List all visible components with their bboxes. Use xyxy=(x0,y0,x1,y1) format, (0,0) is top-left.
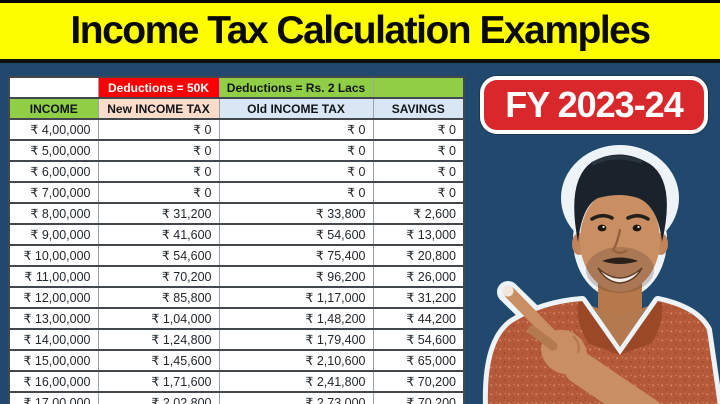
presenter-hair xyxy=(574,154,667,242)
deductions-old-header: Deductions = Rs. 2 Lacs xyxy=(218,76,374,99)
old-tax-cell: ₹ 0 xyxy=(218,160,374,183)
table-row: ₹ 8,00,000 ₹ 31,200 ₹ 33,800 ₹ 2,600 xyxy=(8,202,465,225)
new-tax-column-header: New INCOME TAX xyxy=(97,97,220,120)
old-tax-cell: ₹ 0 xyxy=(218,181,374,204)
savings-cell: ₹ 0 xyxy=(372,181,465,204)
income-cell: ₹ 17,00,000 xyxy=(8,391,99,404)
new-tax-cell: ₹ 0 xyxy=(97,118,220,141)
new-tax-cell: ₹ 1,71,600 xyxy=(97,370,220,393)
income-cell: ₹ 8,00,000 xyxy=(8,202,99,225)
savings-cell: ₹ 65,000 xyxy=(372,349,465,372)
fy-badge: FY 2023-24 xyxy=(480,76,708,134)
new-tax-cell: ₹ 54,600 xyxy=(97,244,220,267)
new-tax-cell: ₹ 2,02,800 xyxy=(97,391,220,404)
old-tax-cell: ₹ 1,17,000 xyxy=(218,286,374,309)
old-tax-cell: ₹ 0 xyxy=(218,139,374,162)
income-cell: ₹ 14,00,000 xyxy=(8,328,99,351)
savings-cell: ₹ 70,200 xyxy=(372,391,465,404)
new-tax-cell: ₹ 85,800 xyxy=(97,286,220,309)
main-area: Deductions = 50K Deductions = Rs. 2 Lacs… xyxy=(0,63,720,404)
deductions-new-header: Deductions = 50K xyxy=(97,76,220,99)
new-tax-cell: ₹ 1,24,800 xyxy=(97,328,220,351)
table-row: ₹ 13,00,000 ₹ 1,04,000 ₹ 1,48,200 ₹ 44,200 xyxy=(8,307,465,330)
table-row: ₹ 15,00,000 ₹ 1,45,600 ₹ 2,10,600 ₹ 65,000 xyxy=(8,349,465,372)
income-cell: ₹ 6,00,000 xyxy=(8,160,99,183)
income-cell: ₹ 4,00,000 xyxy=(8,118,99,141)
table-header: Deductions = 50K Deductions = Rs. 2 Lacs… xyxy=(8,76,465,120)
new-tax-cell: ₹ 41,600 xyxy=(97,223,220,246)
old-tax-column-header: Old INCOME TAX xyxy=(218,97,374,120)
savings-cell: ₹ 0 xyxy=(372,139,465,162)
savings-cell: ₹ 31,200 xyxy=(372,286,465,309)
savings-cell: ₹ 0 xyxy=(372,160,465,183)
table-row: ₹ 16,00,000 ₹ 1,71,600 ₹ 2,41,800 ₹ 70,200 xyxy=(8,370,465,393)
income-cell: ₹ 5,00,000 xyxy=(8,139,99,162)
savings-column-header: SAVINGS xyxy=(372,97,465,120)
table-row: ₹ 17,00,000 ₹ 2,02,800 ₹ 2,73,000 ₹ 70,200 xyxy=(8,391,465,404)
table-row: ₹ 10,00,000 ₹ 54,600 ₹ 75,400 ₹ 20,800 xyxy=(8,244,465,267)
old-tax-cell: ₹ 33,800 xyxy=(218,202,374,225)
new-tax-cell: ₹ 0 xyxy=(97,139,220,162)
income-cell: ₹ 12,00,000 xyxy=(8,286,99,309)
income-cell: ₹ 15,00,000 xyxy=(8,349,99,372)
savings-cell: ₹ 26,000 xyxy=(372,265,465,288)
old-tax-cell: ₹ 75,400 xyxy=(218,244,374,267)
savings-cell: ₹ 54,600 xyxy=(372,328,465,351)
old-tax-cell: ₹ 1,79,400 xyxy=(218,328,374,351)
presenter-face xyxy=(580,188,660,293)
new-tax-cell: ₹ 70,200 xyxy=(97,265,220,288)
new-tax-cell: ₹ 0 xyxy=(97,181,220,204)
blank-cell xyxy=(8,76,99,99)
new-tax-cell: ₹ 1,45,600 xyxy=(97,349,220,372)
table-row: ₹ 7,00,000 ₹ 0 ₹ 0 ₹ 0 xyxy=(8,181,465,204)
top-border xyxy=(0,0,720,3)
old-tax-cell: ₹ 2,41,800 xyxy=(218,370,374,393)
old-tax-cell: ₹ 96,200 xyxy=(218,265,374,288)
column-header-row: INCOME New INCOME TAX Old INCOME TAX SAV… xyxy=(8,97,465,120)
page-title: Income Tax Calculation Examples xyxy=(70,9,651,52)
savings-cell: ₹ 70,200 xyxy=(372,370,465,393)
table-row: ₹ 6,00,000 ₹ 0 ₹ 0 ₹ 0 xyxy=(8,160,465,183)
income-cell: ₹ 7,00,000 xyxy=(8,181,99,204)
old-tax-cell: ₹ 54,600 xyxy=(218,223,374,246)
new-tax-cell: ₹ 0 xyxy=(97,160,220,183)
deductions-row: Deductions = 50K Deductions = Rs. 2 Lacs xyxy=(8,76,465,99)
savings-cell: ₹ 20,800 xyxy=(372,244,465,267)
new-tax-cell: ₹ 31,200 xyxy=(97,202,220,225)
savings-cell: ₹ 44,200 xyxy=(372,307,465,330)
income-column-header: INCOME xyxy=(8,97,99,120)
presenter-image xyxy=(482,145,720,404)
old-tax-cell: ₹ 2,73,000 xyxy=(218,391,374,404)
title-bar: Income Tax Calculation Examples xyxy=(0,3,720,63)
savings-cell: ₹ 2,600 xyxy=(372,202,465,225)
old-tax-cell: ₹ 1,48,200 xyxy=(218,307,374,330)
income-cell: ₹ 9,00,000 xyxy=(8,223,99,246)
table-row: ₹ 12,00,000 ₹ 85,800 ₹ 1,17,000 ₹ 31,200 xyxy=(8,286,465,309)
savings-cell: ₹ 13,000 xyxy=(372,223,465,246)
table-row: ₹ 9,00,000 ₹ 41,600 ₹ 54,600 ₹ 13,000 xyxy=(8,223,465,246)
table-row: ₹ 4,00,000 ₹ 0 ₹ 0 ₹ 0 xyxy=(8,118,465,141)
new-tax-cell: ₹ 1,04,000 xyxy=(97,307,220,330)
table-row: ₹ 14,00,000 ₹ 1,24,800 ₹ 1,79,400 ₹ 54,600 xyxy=(8,328,465,351)
table-body: ₹ 4,00,000 ₹ 0 ₹ 0 ₹ 0 ₹ 5,00,000 ₹ 0 ₹ 0 ₹ 0 ₹ … xyxy=(8,118,465,404)
income-cell: ₹ 13,00,000 xyxy=(8,307,99,330)
income-tax-table: Deductions = 50K Deductions = Rs. 2 Lacs… xyxy=(8,76,465,404)
income-cell: ₹ 16,00,000 xyxy=(8,370,99,393)
savings-cell: ₹ 0 xyxy=(372,118,465,141)
income-cell: ₹ 10,00,000 xyxy=(8,244,99,267)
old-tax-cell: ₹ 2,10,600 xyxy=(218,349,374,372)
blank-green-cell xyxy=(372,76,465,99)
pointing-hand-icon xyxy=(502,285,661,404)
table-row: ₹ 11,00,000 ₹ 70,200 ₹ 96,200 ₹ 26,000 xyxy=(8,265,465,288)
income-cell: ₹ 11,00,000 xyxy=(8,265,99,288)
old-tax-cell: ₹ 0 xyxy=(218,118,374,141)
table-row: ₹ 5,00,000 ₹ 0 ₹ 0 ₹ 0 xyxy=(8,139,465,162)
